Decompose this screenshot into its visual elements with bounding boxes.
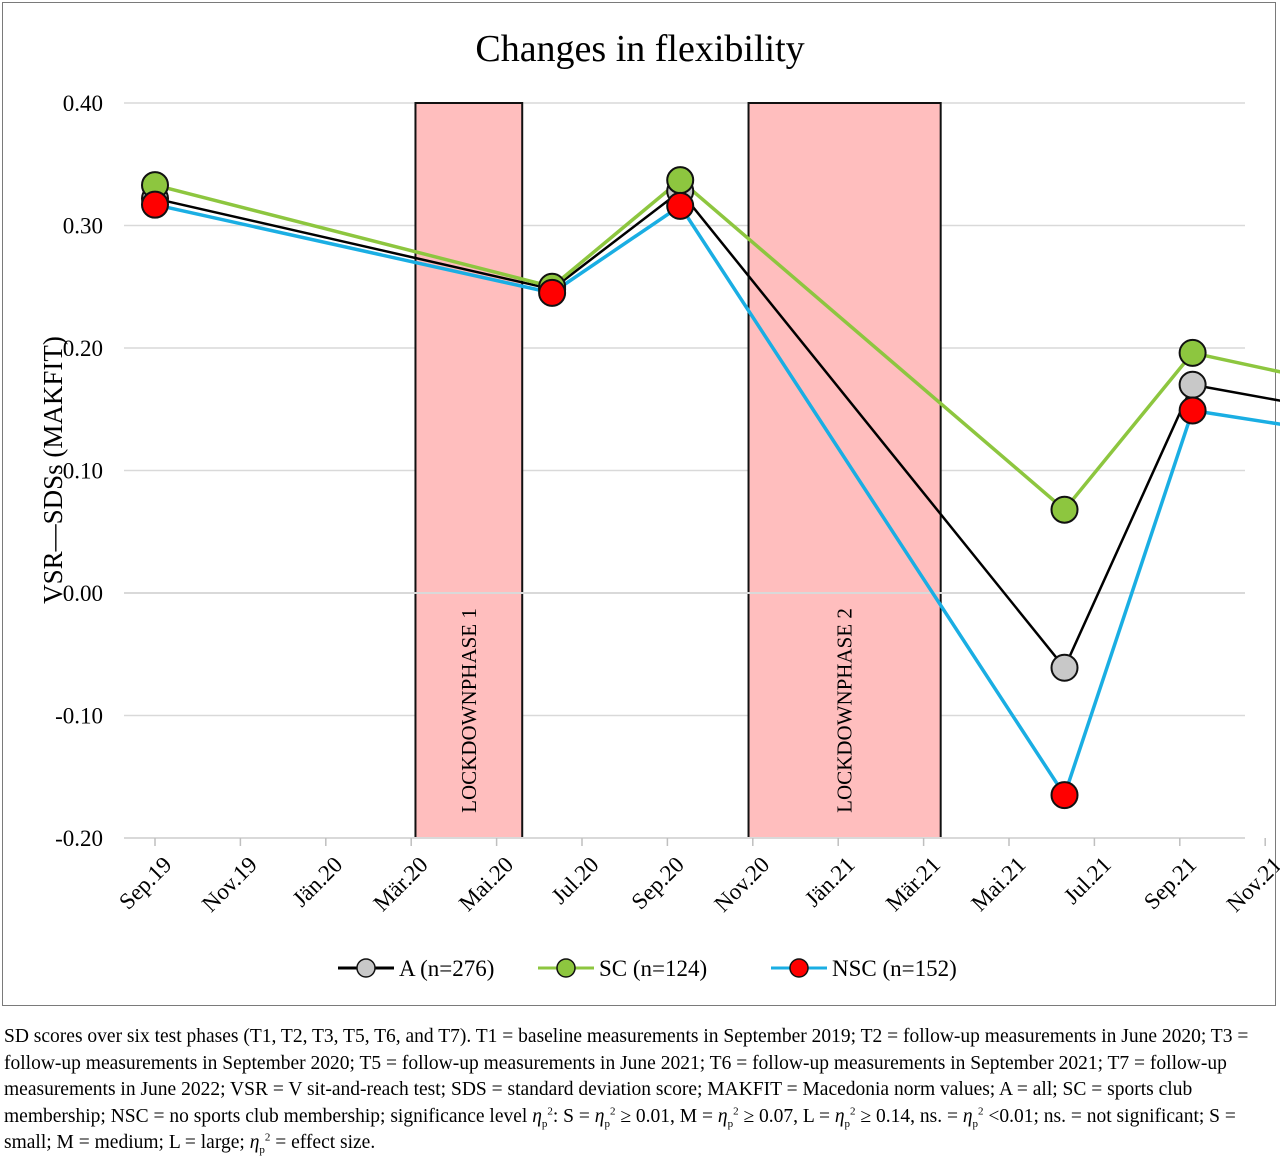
data-point bbox=[538, 278, 567, 307]
y-tick-label: -0.20 bbox=[55, 826, 103, 851]
x-tick-label: Mai.21 bbox=[966, 852, 1030, 916]
eta-subscript: p bbox=[259, 1143, 265, 1156]
series-line bbox=[154, 189, 1280, 669]
data-point bbox=[1050, 653, 1079, 682]
x-tick-label: Mär.20 bbox=[369, 852, 433, 916]
series-lines bbox=[141, 166, 1280, 810]
series-line bbox=[154, 178, 1280, 512]
x-tick-label: Nov.19 bbox=[197, 852, 262, 917]
eta-subscript: p bbox=[604, 1117, 610, 1130]
eta-symbol: η bbox=[594, 1105, 605, 1127]
y-tick-label: 0.00 bbox=[63, 581, 103, 606]
lockdown-region bbox=[414, 102, 524, 839]
figure-frame bbox=[2, 2, 1276, 1006]
y-tick-label: 0.20 bbox=[63, 336, 103, 361]
eta-subscript: p bbox=[727, 1117, 734, 1130]
legend-label: SC (n=124) bbox=[599, 956, 707, 981]
legend-marker bbox=[556, 958, 576, 978]
x-tick-labels: Sep.19 Nov.19 Jän.20 Mär.20 Mai.20 Jul.20 Sep.… bbox=[114, 838, 1280, 917]
caption-text-7: = effect size. bbox=[270, 1132, 376, 1153]
caption-text-1: SD scores over six test phases (T1, T2, … bbox=[4, 1026, 1249, 1127]
x-tick-label: Jän.21 bbox=[800, 852, 860, 912]
x-axis bbox=[124, 592, 1245, 839]
eta-symbol: η bbox=[249, 1132, 260, 1153]
data-point bbox=[1178, 370, 1207, 399]
x-tick-label: Sep.19 bbox=[114, 852, 176, 914]
legend: A (n=276) SC (n=124) NSC (n=152) bbox=[338, 956, 957, 981]
eta-subscript: p bbox=[541, 1117, 548, 1130]
legend-marker bbox=[356, 958, 376, 978]
x-tick-label: Jän.20 bbox=[288, 852, 348, 912]
eta-superscript: 2 bbox=[978, 1105, 984, 1117]
caption-text-3: ≥ 0.01, M = bbox=[615, 1105, 718, 1127]
legend-marker bbox=[789, 958, 809, 978]
x-tick-label: Sep.20 bbox=[627, 852, 689, 914]
eta-superscript: 2 bbox=[850, 1105, 856, 1117]
data-point bbox=[1050, 781, 1079, 810]
x-tick-label: Mär.21 bbox=[881, 852, 945, 916]
data-point bbox=[141, 190, 169, 219]
x-tick-label: Sep.21 bbox=[1139, 852, 1201, 914]
data-point bbox=[1050, 495, 1079, 524]
legend-label: NSC (n=152) bbox=[832, 956, 957, 981]
y-tick-label: 0.30 bbox=[63, 214, 103, 239]
y-tick-labels: 0.40 0.30 0.20 0.10 0.00 -0.10 -0.20 bbox=[55, 91, 103, 851]
chart: Changes in flexibility VSR—SDSs (MAKFIT)… bbox=[38, 28, 1280, 981]
data-point bbox=[666, 166, 695, 195]
chart-title: Changes in flexibility bbox=[475, 28, 804, 70]
x-tick-label: Jul.21 bbox=[1059, 852, 1116, 909]
eta-symbol: η bbox=[962, 1105, 973, 1127]
lockdown-region-label: LOCKDOWNPHASE 1 bbox=[457, 608, 481, 813]
eta-superscript: 2 bbox=[733, 1105, 739, 1117]
caption-text-4: ≥ 0.07, L = bbox=[738, 1105, 835, 1127]
caption-text-5: ≥ 0.14, ns. = bbox=[855, 1105, 963, 1127]
eta-symbol: η bbox=[532, 1105, 542, 1127]
data-point bbox=[1178, 338, 1207, 367]
caption-text-6: <0.01; ns. = not significant; S = small;… bbox=[4, 1105, 1236, 1154]
y-tick-label: 0.10 bbox=[63, 459, 103, 484]
x-tick-label: Nov.21 bbox=[1222, 852, 1280, 917]
x-tick-label: Jul.20 bbox=[547, 852, 604, 909]
figure-caption: SD scores over six test phases (T1, T2, … bbox=[4, 1024, 1270, 1157]
lockdown-region-label: LOCKDOWNPHASE 2 bbox=[833, 608, 857, 813]
data-point bbox=[1178, 396, 1207, 425]
y-axis-label: VSR—SDSs (MAKFIT) bbox=[38, 336, 68, 604]
data-point bbox=[666, 191, 695, 220]
eta-symbol: η bbox=[834, 1105, 845, 1127]
y-tick-label: 0.40 bbox=[63, 91, 103, 116]
eta-subscript: p bbox=[972, 1117, 979, 1130]
eta-subscript: p bbox=[844, 1117, 851, 1130]
eta-symbol: η bbox=[717, 1105, 728, 1127]
eta-superscript: 2 bbox=[264, 1131, 271, 1144]
y-tick-label: -0.10 bbox=[55, 704, 103, 729]
x-tick-label: Mai.20 bbox=[454, 852, 518, 916]
series-line bbox=[154, 202, 1280, 797]
x-tick-label: Nov.20 bbox=[709, 852, 774, 917]
caption-text-2: : S = bbox=[552, 1105, 595, 1127]
eta-superscript: 2 bbox=[609, 1105, 616, 1117]
eta-superscript: 2 bbox=[547, 1105, 553, 1117]
legend-label: A (n=276) bbox=[399, 956, 494, 981]
